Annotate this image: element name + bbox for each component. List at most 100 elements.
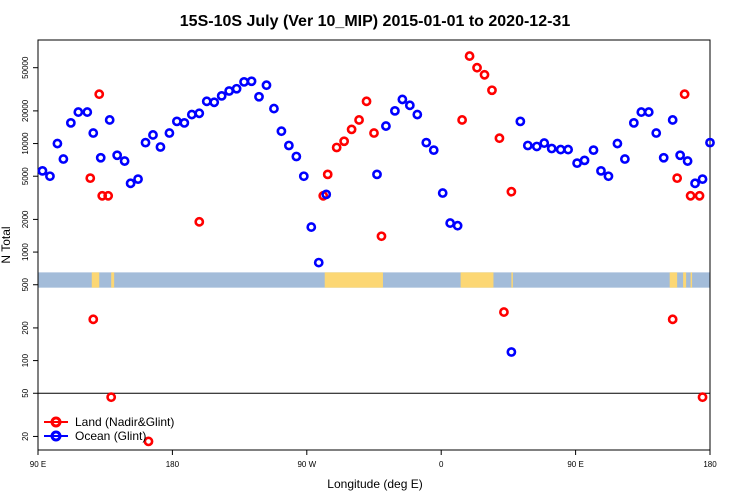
data-point xyxy=(682,156,693,166)
data-point xyxy=(651,128,662,138)
data-point xyxy=(88,314,99,325)
data-point xyxy=(331,142,342,153)
data-point xyxy=(428,145,439,156)
data-point xyxy=(58,154,69,164)
data-point xyxy=(437,188,448,198)
y-axis: 20 50 100 200 500 1000 2000 5000 10000 20000 50000 xyxy=(21,56,38,441)
data-point xyxy=(246,76,257,87)
x-tick-label: 90 E xyxy=(567,460,583,469)
data-point xyxy=(506,347,517,357)
land-band-span xyxy=(460,272,494,288)
land-band-span xyxy=(111,272,115,288)
data-point xyxy=(628,117,639,128)
data-point xyxy=(539,138,550,148)
data-point xyxy=(452,220,463,231)
data-point xyxy=(65,117,76,128)
data-point xyxy=(112,150,123,161)
legend-land-label: Land (Nadir&Glint) xyxy=(75,415,174,429)
plot-area xyxy=(38,40,710,450)
data-point xyxy=(705,137,715,148)
data-point xyxy=(322,169,333,180)
legend-land-marker xyxy=(50,416,62,428)
data-point xyxy=(52,138,63,149)
data-point xyxy=(354,115,364,125)
data-point xyxy=(306,222,317,232)
data-point xyxy=(694,190,705,201)
data-point xyxy=(209,97,220,108)
data-point xyxy=(457,115,468,125)
y-tick-label: 1000 xyxy=(21,243,30,261)
data-point xyxy=(164,128,175,138)
data-point xyxy=(546,143,557,154)
data-point xyxy=(506,186,517,197)
x-tick-label: 180 xyxy=(703,460,717,469)
land-band-span xyxy=(690,272,693,288)
data-point xyxy=(494,133,505,144)
data-point xyxy=(148,130,158,140)
data-point xyxy=(464,51,475,61)
plot-frame xyxy=(37,39,711,451)
data-point xyxy=(339,136,350,147)
data-point xyxy=(675,150,686,161)
chart-title: 15S-10S July (Ver 10_MIP) 2015-01-01 to … xyxy=(180,13,571,30)
data-point xyxy=(276,126,287,137)
data-point xyxy=(667,314,678,325)
data-point xyxy=(231,83,242,94)
data-point xyxy=(531,141,542,152)
data-point xyxy=(283,140,294,151)
y-axis-label: N Total xyxy=(0,226,13,263)
x-axis: 90 E 180 90 W 0 90 E 180 xyxy=(30,450,717,469)
x-tick-label: 0 xyxy=(439,460,444,469)
data-point xyxy=(82,107,93,117)
x-axis-label: Longitude (deg E) xyxy=(327,477,422,491)
data-point xyxy=(143,436,154,447)
legend-ocean-label: Ocean (Glint) xyxy=(75,429,146,443)
y-tick-label: 50000 xyxy=(21,56,30,79)
data-point xyxy=(104,115,115,125)
data-point xyxy=(372,169,382,180)
data-point xyxy=(685,190,696,201)
data-point xyxy=(603,171,614,182)
data-point xyxy=(588,145,599,156)
data-point xyxy=(346,124,357,135)
data-point xyxy=(697,174,708,185)
data-point xyxy=(579,155,590,166)
y-tick-label: 50 xyxy=(21,388,30,397)
land-band-span xyxy=(683,272,687,288)
data-point xyxy=(499,307,509,317)
data-point xyxy=(88,128,99,138)
data-point xyxy=(133,174,143,185)
land-band-span xyxy=(669,272,678,288)
data-point xyxy=(381,121,391,131)
data-point xyxy=(612,138,623,149)
data-point xyxy=(95,152,106,163)
x-tick-label: 180 xyxy=(166,460,180,469)
data-point xyxy=(472,62,482,73)
data-point xyxy=(679,89,690,100)
surface-band xyxy=(38,272,710,288)
y-tick-label: 10000 xyxy=(21,132,30,155)
y-tick-label: 100 xyxy=(21,353,30,367)
data-point xyxy=(643,107,654,117)
data-points xyxy=(37,51,715,447)
y-tick-label: 5000 xyxy=(21,167,30,185)
data-point xyxy=(103,190,114,201)
data-point xyxy=(179,117,190,128)
data-point xyxy=(369,128,379,138)
data-point xyxy=(658,152,669,163)
data-point xyxy=(390,105,400,116)
data-point xyxy=(479,69,490,80)
series-ocean xyxy=(37,76,715,357)
data-point xyxy=(94,89,105,100)
data-point xyxy=(119,156,130,166)
y-tick-label: 2000 xyxy=(21,210,30,228)
data-point xyxy=(376,231,387,242)
data-point xyxy=(667,115,678,125)
data-point xyxy=(412,109,423,120)
data-point xyxy=(596,165,606,176)
x-tick-label: 90 W xyxy=(297,460,316,469)
data-point xyxy=(155,142,166,152)
data-point xyxy=(73,107,84,117)
data-point xyxy=(672,173,683,184)
